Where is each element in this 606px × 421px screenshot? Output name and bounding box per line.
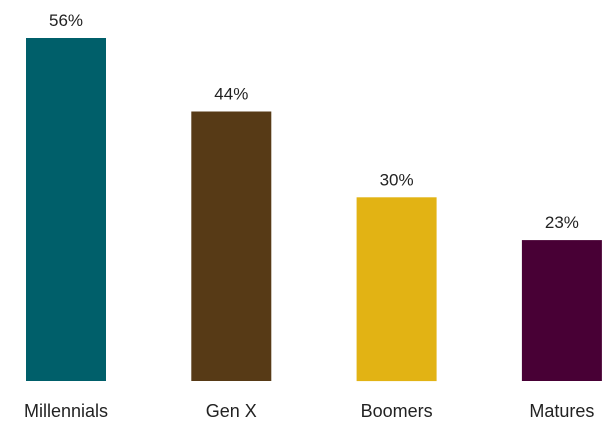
value-label-boomers: 30% [380, 170, 414, 189]
bar-boomers [356, 197, 437, 382]
bar-millennials [26, 38, 106, 381]
bar-gen-x [191, 111, 272, 381]
category-label-millennials: Millennials [24, 401, 108, 421]
value-label-gen-x: 44% [214, 85, 248, 104]
category-label-boomers: Boomers [361, 401, 433, 421]
value-label-millennials: 56% [49, 11, 83, 30]
category-labels-group: Millennials Gen X Boomers Matures [24, 401, 594, 421]
category-label-gen-x: Gen X [206, 401, 257, 421]
value-labels-group: 56% 44% 30% 23% [49, 11, 579, 232]
bar-matures [521, 240, 602, 381]
value-label-matures: 23% [545, 213, 579, 232]
category-label-matures: Matures [529, 401, 594, 421]
bars-group [26, 38, 602, 382]
